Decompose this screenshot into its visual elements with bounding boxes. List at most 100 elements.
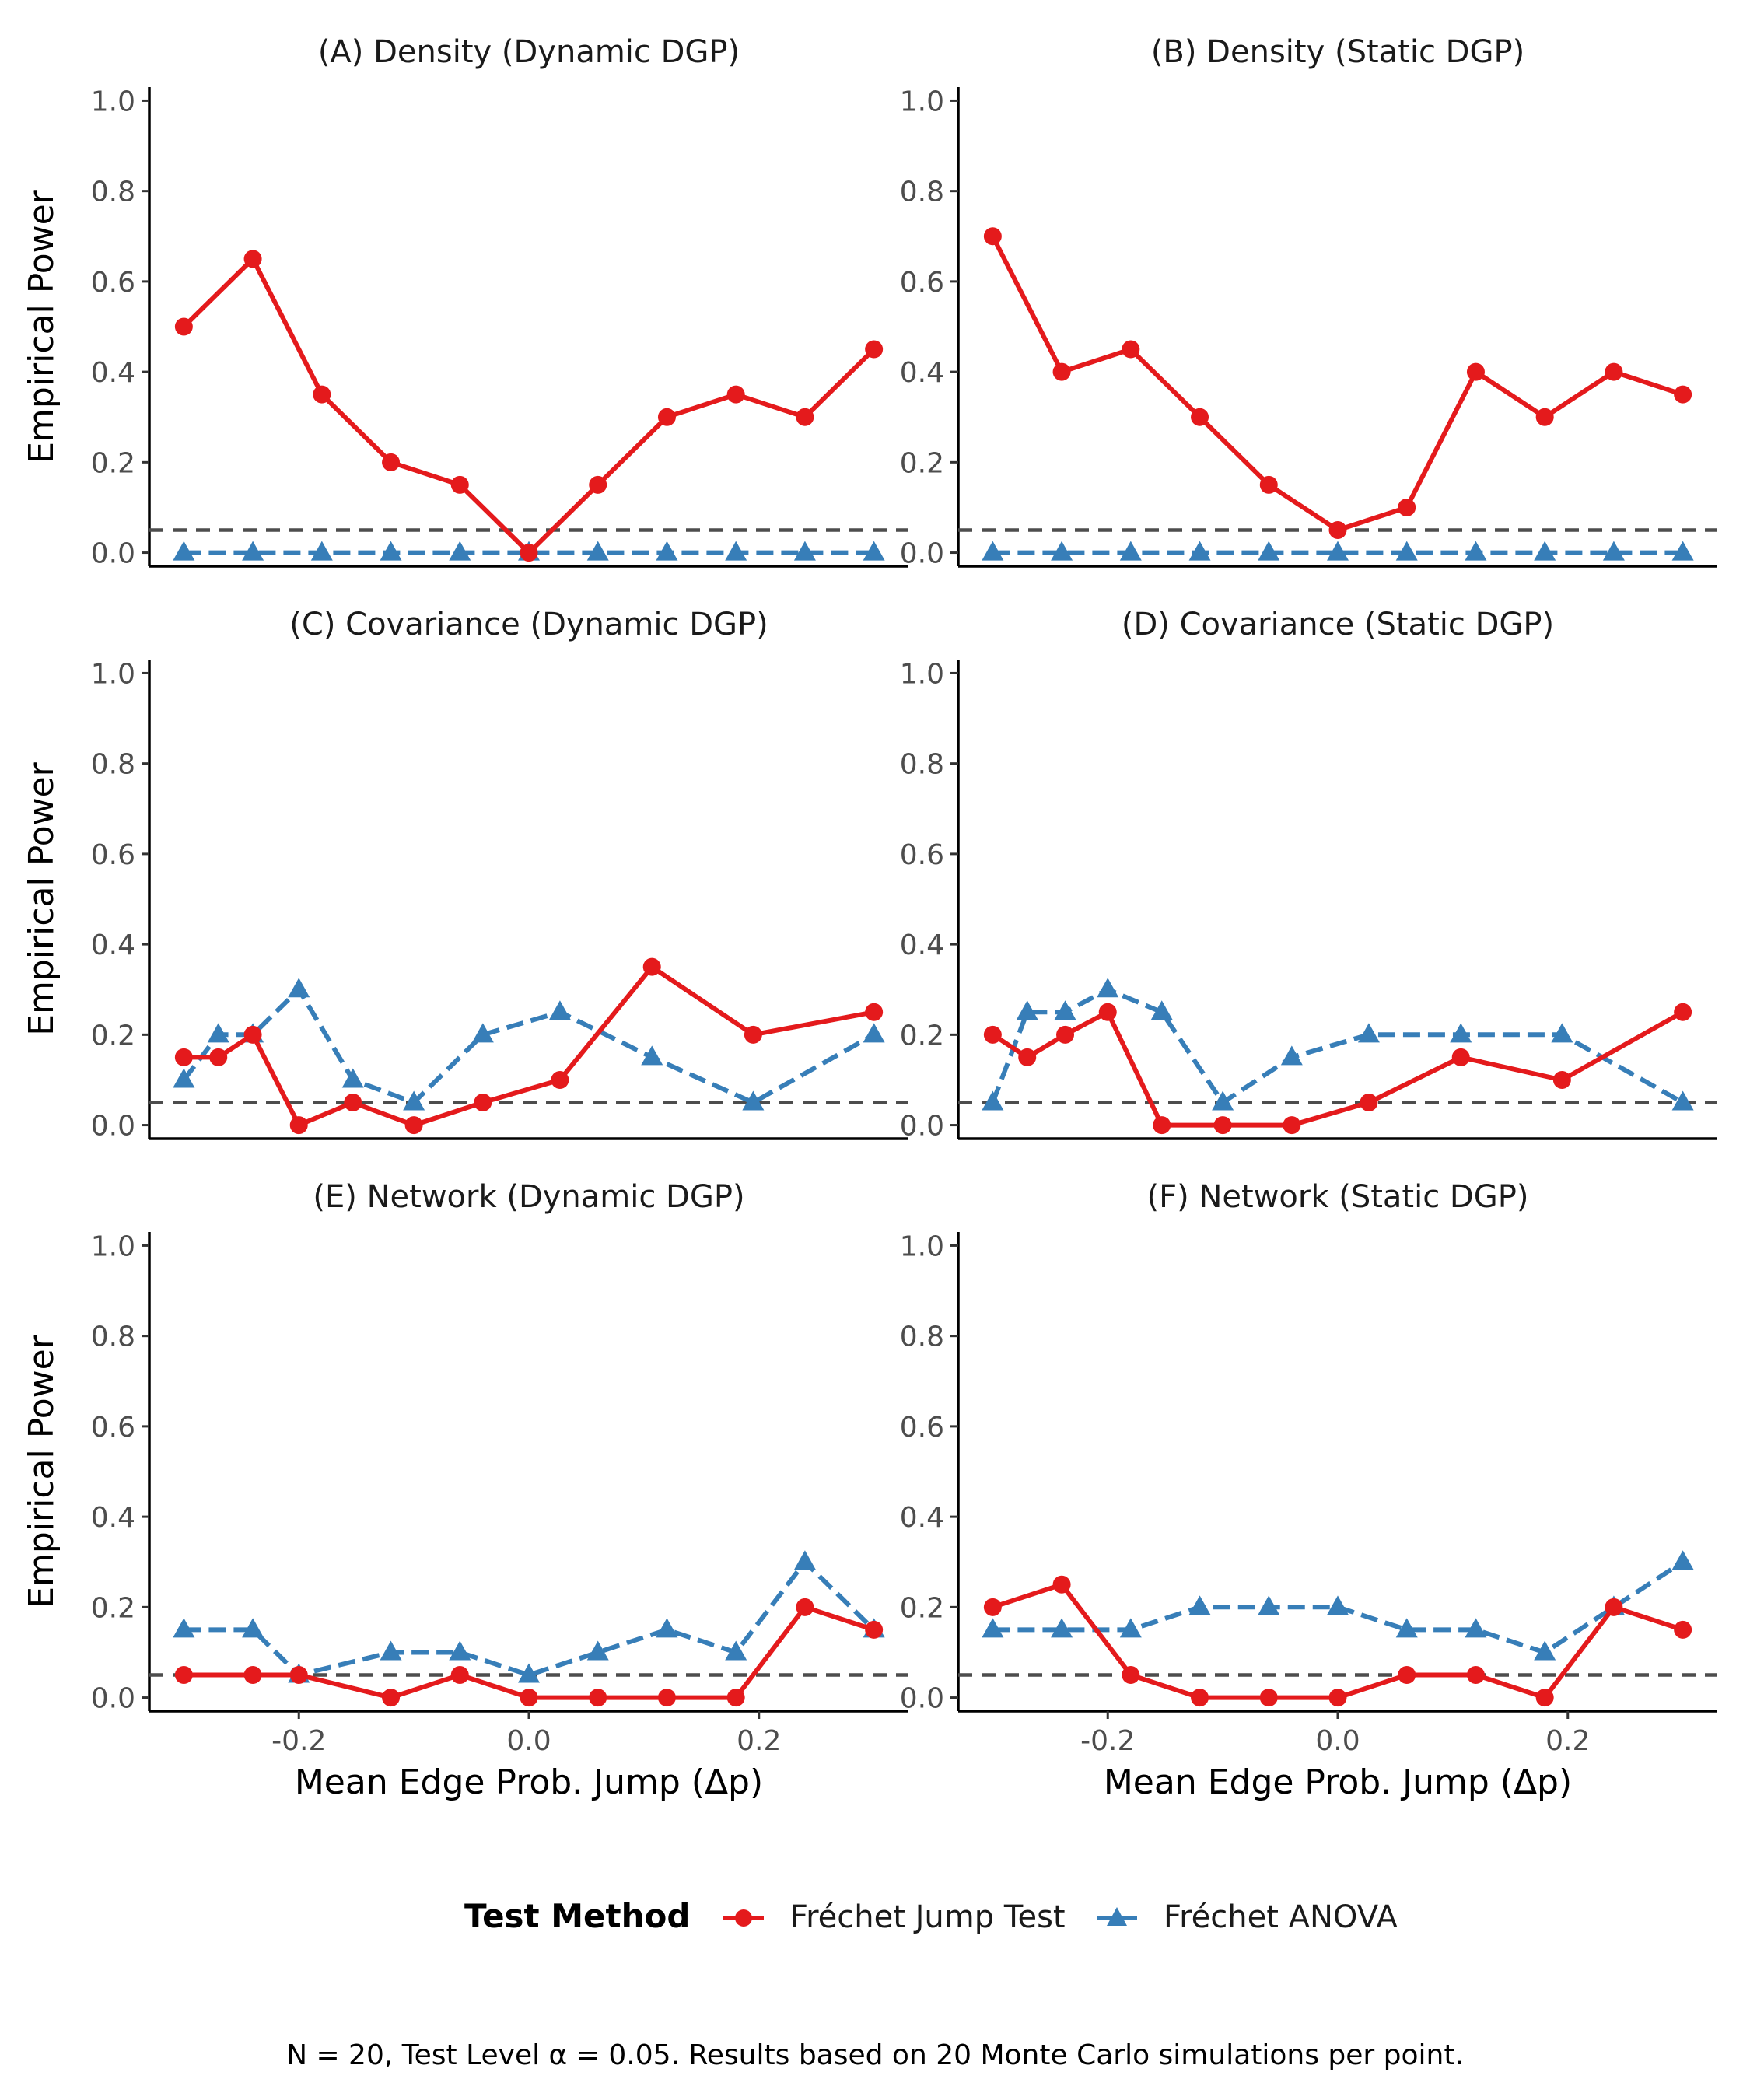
panel-e-point-frechet-jump-test	[289, 1666, 308, 1685]
panel-e-point-frechet-jump-test	[174, 1666, 193, 1685]
panel-c-point-frechet-anova	[548, 1000, 571, 1020]
panel-f-point-frechet-jump-test	[1052, 1575, 1071, 1594]
panel-c-point-frechet-anova	[207, 1023, 229, 1043]
panel-c-y-tick-label: 1.0	[91, 658, 135, 690]
panel-d-point-frechet-jump-test	[1098, 1003, 1117, 1021]
panel-c-point-frechet-anova	[341, 1068, 364, 1088]
panel-a-point-frechet-jump-test	[520, 544, 538, 562]
panel-a-point-frechet-jump-test	[450, 475, 469, 494]
panel-d-y-tick-label: 0.0	[900, 1111, 944, 1143]
panel-b-point-frechet-jump-test	[1122, 340, 1140, 359]
panel-d-point-frechet-jump-test	[983, 1025, 1002, 1044]
panel-f-point-frechet-jump-test	[1191, 1689, 1209, 1707]
panel-a-point-frechet-jump-test	[796, 408, 814, 426]
panel-e-y-tick-label: 0.4	[91, 1502, 135, 1534]
panel-b-title: (B) Density (Static DGP)	[1151, 34, 1524, 70]
panel-a: (A) Density (Dynamic DGP) 0.0 0.2 0.4 0.6 0.8…	[22, 34, 908, 570]
panel-f-point-frechet-jump-test	[983, 1598, 1002, 1616]
legend: Test Method Fréchet Jump Test Fréchet AN…	[464, 1897, 1398, 1935]
panel-a-point-frechet-anova	[242, 541, 264, 561]
panel-b-point-frechet-anova	[1602, 541, 1625, 561]
panel-f: (F) Network (Static DGP) 0.0 0.2 0.4 0.6 0.8 1…	[900, 1179, 1717, 1802]
panel-f-point-frechet-anova	[1671, 1550, 1694, 1570]
panel-e-point-frechet-anova	[242, 1618, 264, 1638]
panel-c-y-tick-label: 0.6	[91, 839, 135, 871]
panel-d-point-frechet-anova	[1150, 1000, 1173, 1020]
panel-e-point-frechet-jump-test	[865, 1620, 884, 1639]
panel-e-point-frechet-anova	[725, 1640, 747, 1661]
panel-a-y-tick-label: 1.0	[91, 86, 135, 117]
panel-b-point-frechet-jump-test	[1605, 362, 1623, 381]
panel-f-y-tick-label: 0.4	[900, 1502, 944, 1534]
panel-c-y-tick-label: 0.4	[91, 929, 135, 961]
panel-e-title: (E) Network (Dynamic DGP)	[313, 1179, 744, 1215]
panel-e-point-frechet-anova	[380, 1640, 402, 1661]
panel-d-point-frechet-anova	[1450, 1023, 1472, 1043]
panel-b-point-frechet-anova	[1395, 541, 1418, 561]
panel-c-point-frechet-jump-test	[209, 1048, 228, 1066]
panel-d-point-frechet-jump-test	[1283, 1116, 1301, 1135]
panel-f-y-tick-label: 1.0	[900, 1230, 944, 1262]
panel-a-point-frechet-anova	[725, 541, 747, 561]
panel-e: (E) Network (Dynamic DGP) 0.0 0.2 0.4 0.6 0.8…	[22, 1179, 908, 1802]
panel-f-x-tick-label: 0.2	[1545, 1725, 1590, 1757]
panel-c-point-frechet-anova	[641, 1045, 663, 1066]
panel-d-point-frechet-anova	[1551, 1023, 1573, 1043]
panel-b-point-frechet-anova	[1465, 541, 1487, 561]
panel-d-point-frechet-anova	[982, 1090, 1004, 1111]
panel-d-point-frechet-anova	[1212, 1090, 1234, 1111]
panel-a-point-frechet-anova	[793, 541, 816, 561]
panel-c-y-tick-label: 0.2	[91, 1020, 135, 1052]
panel-e-point-frechet-jump-test	[589, 1689, 607, 1707]
panel-c-y-axis-title: Empirical Power	[22, 761, 61, 1035]
panel-e-point-frechet-jump-test	[796, 1598, 814, 1616]
panel-b-point-frechet-anova	[1188, 541, 1211, 561]
panel-c-title: (C) Covariance (Dynamic DGP)	[289, 607, 768, 642]
panel-f-point-frechet-jump-test	[1605, 1598, 1623, 1616]
panel-d-point-frechet-anova	[1097, 978, 1119, 998]
panel-e-x-tick-label: 0.0	[506, 1725, 551, 1757]
panel-b-point-frechet-jump-test	[1466, 362, 1485, 381]
panel-c-point-frechet-anova	[863, 1023, 885, 1043]
panel-a-point-frechet-anova	[656, 541, 678, 561]
panel-b-point-frechet-anova	[1671, 541, 1694, 561]
panel-a-point-frechet-anova	[173, 541, 195, 561]
panel-c-point-frechet-anova	[742, 1090, 765, 1111]
panel-e-y-tick-label: 0.6	[91, 1412, 135, 1444]
panel-f-y-tick-label: 0.6	[900, 1412, 944, 1444]
panel-b-point-frechet-anova	[1119, 541, 1142, 561]
panel-f-point-frechet-jump-test	[1398, 1666, 1416, 1685]
panel-e-x-axis-title: Mean Edge Prob. Jump (Δp)	[295, 1762, 763, 1802]
panel-c-point-frechet-anova	[173, 1068, 195, 1088]
panel-f-point-frechet-anova	[1119, 1618, 1142, 1638]
panel-e-y-axis-title: Empirical Power	[22, 1334, 61, 1608]
panel-e-x-tick-label: -0.2	[271, 1725, 326, 1757]
panel-b-point-frechet-jump-test	[1191, 408, 1209, 426]
panel-e-point-frechet-anova	[518, 1663, 540, 1683]
panel-f-point-frechet-anova	[1534, 1640, 1556, 1661]
panel-a-point-frechet-anova	[586, 541, 609, 561]
panel-c-point-frechet-jump-test	[865, 1003, 884, 1021]
panel-d-point-frechet-jump-test	[1674, 1003, 1692, 1021]
panel-c-point-frechet-jump-test	[344, 1094, 362, 1112]
panel-c-point-frechet-anova	[403, 1090, 425, 1111]
panel-a-point-frechet-anova	[380, 541, 402, 561]
panel-b-y-tick-label: 0.4	[900, 357, 944, 389]
panel-d-point-frechet-jump-test	[1213, 1116, 1232, 1135]
panel-d-y-tick-label: 0.8	[900, 749, 944, 781]
panel-b-y-tick-label: 0.8	[900, 177, 944, 208]
panel-f-point-frechet-anova	[1051, 1618, 1073, 1638]
panel-c-y-tick-label: 0.0	[91, 1111, 135, 1143]
panel-c-point-frechet-anova	[471, 1023, 494, 1043]
panel-a-point-frechet-jump-test	[657, 408, 676, 426]
panel-c: (C) Covariance (Dynamic DGP) 0.0 0.2 0.4 0.6…	[22, 607, 908, 1143]
panel-d-point-frechet-anova	[1280, 1045, 1303, 1066]
panel-f-point-frechet-jump-test	[1122, 1666, 1140, 1685]
panel-f-point-frechet-anova	[1327, 1595, 1349, 1615]
panel-e-point-frechet-jump-test	[382, 1689, 401, 1707]
panel-f-y-tick-label: 0.2	[900, 1592, 944, 1624]
panel-d-point-frechet-jump-test	[1153, 1116, 1171, 1135]
panel-c-point-frechet-jump-test	[551, 1070, 569, 1089]
legend-entry-frechet-anova: Fréchet ANOVA	[1097, 1899, 1398, 1935]
